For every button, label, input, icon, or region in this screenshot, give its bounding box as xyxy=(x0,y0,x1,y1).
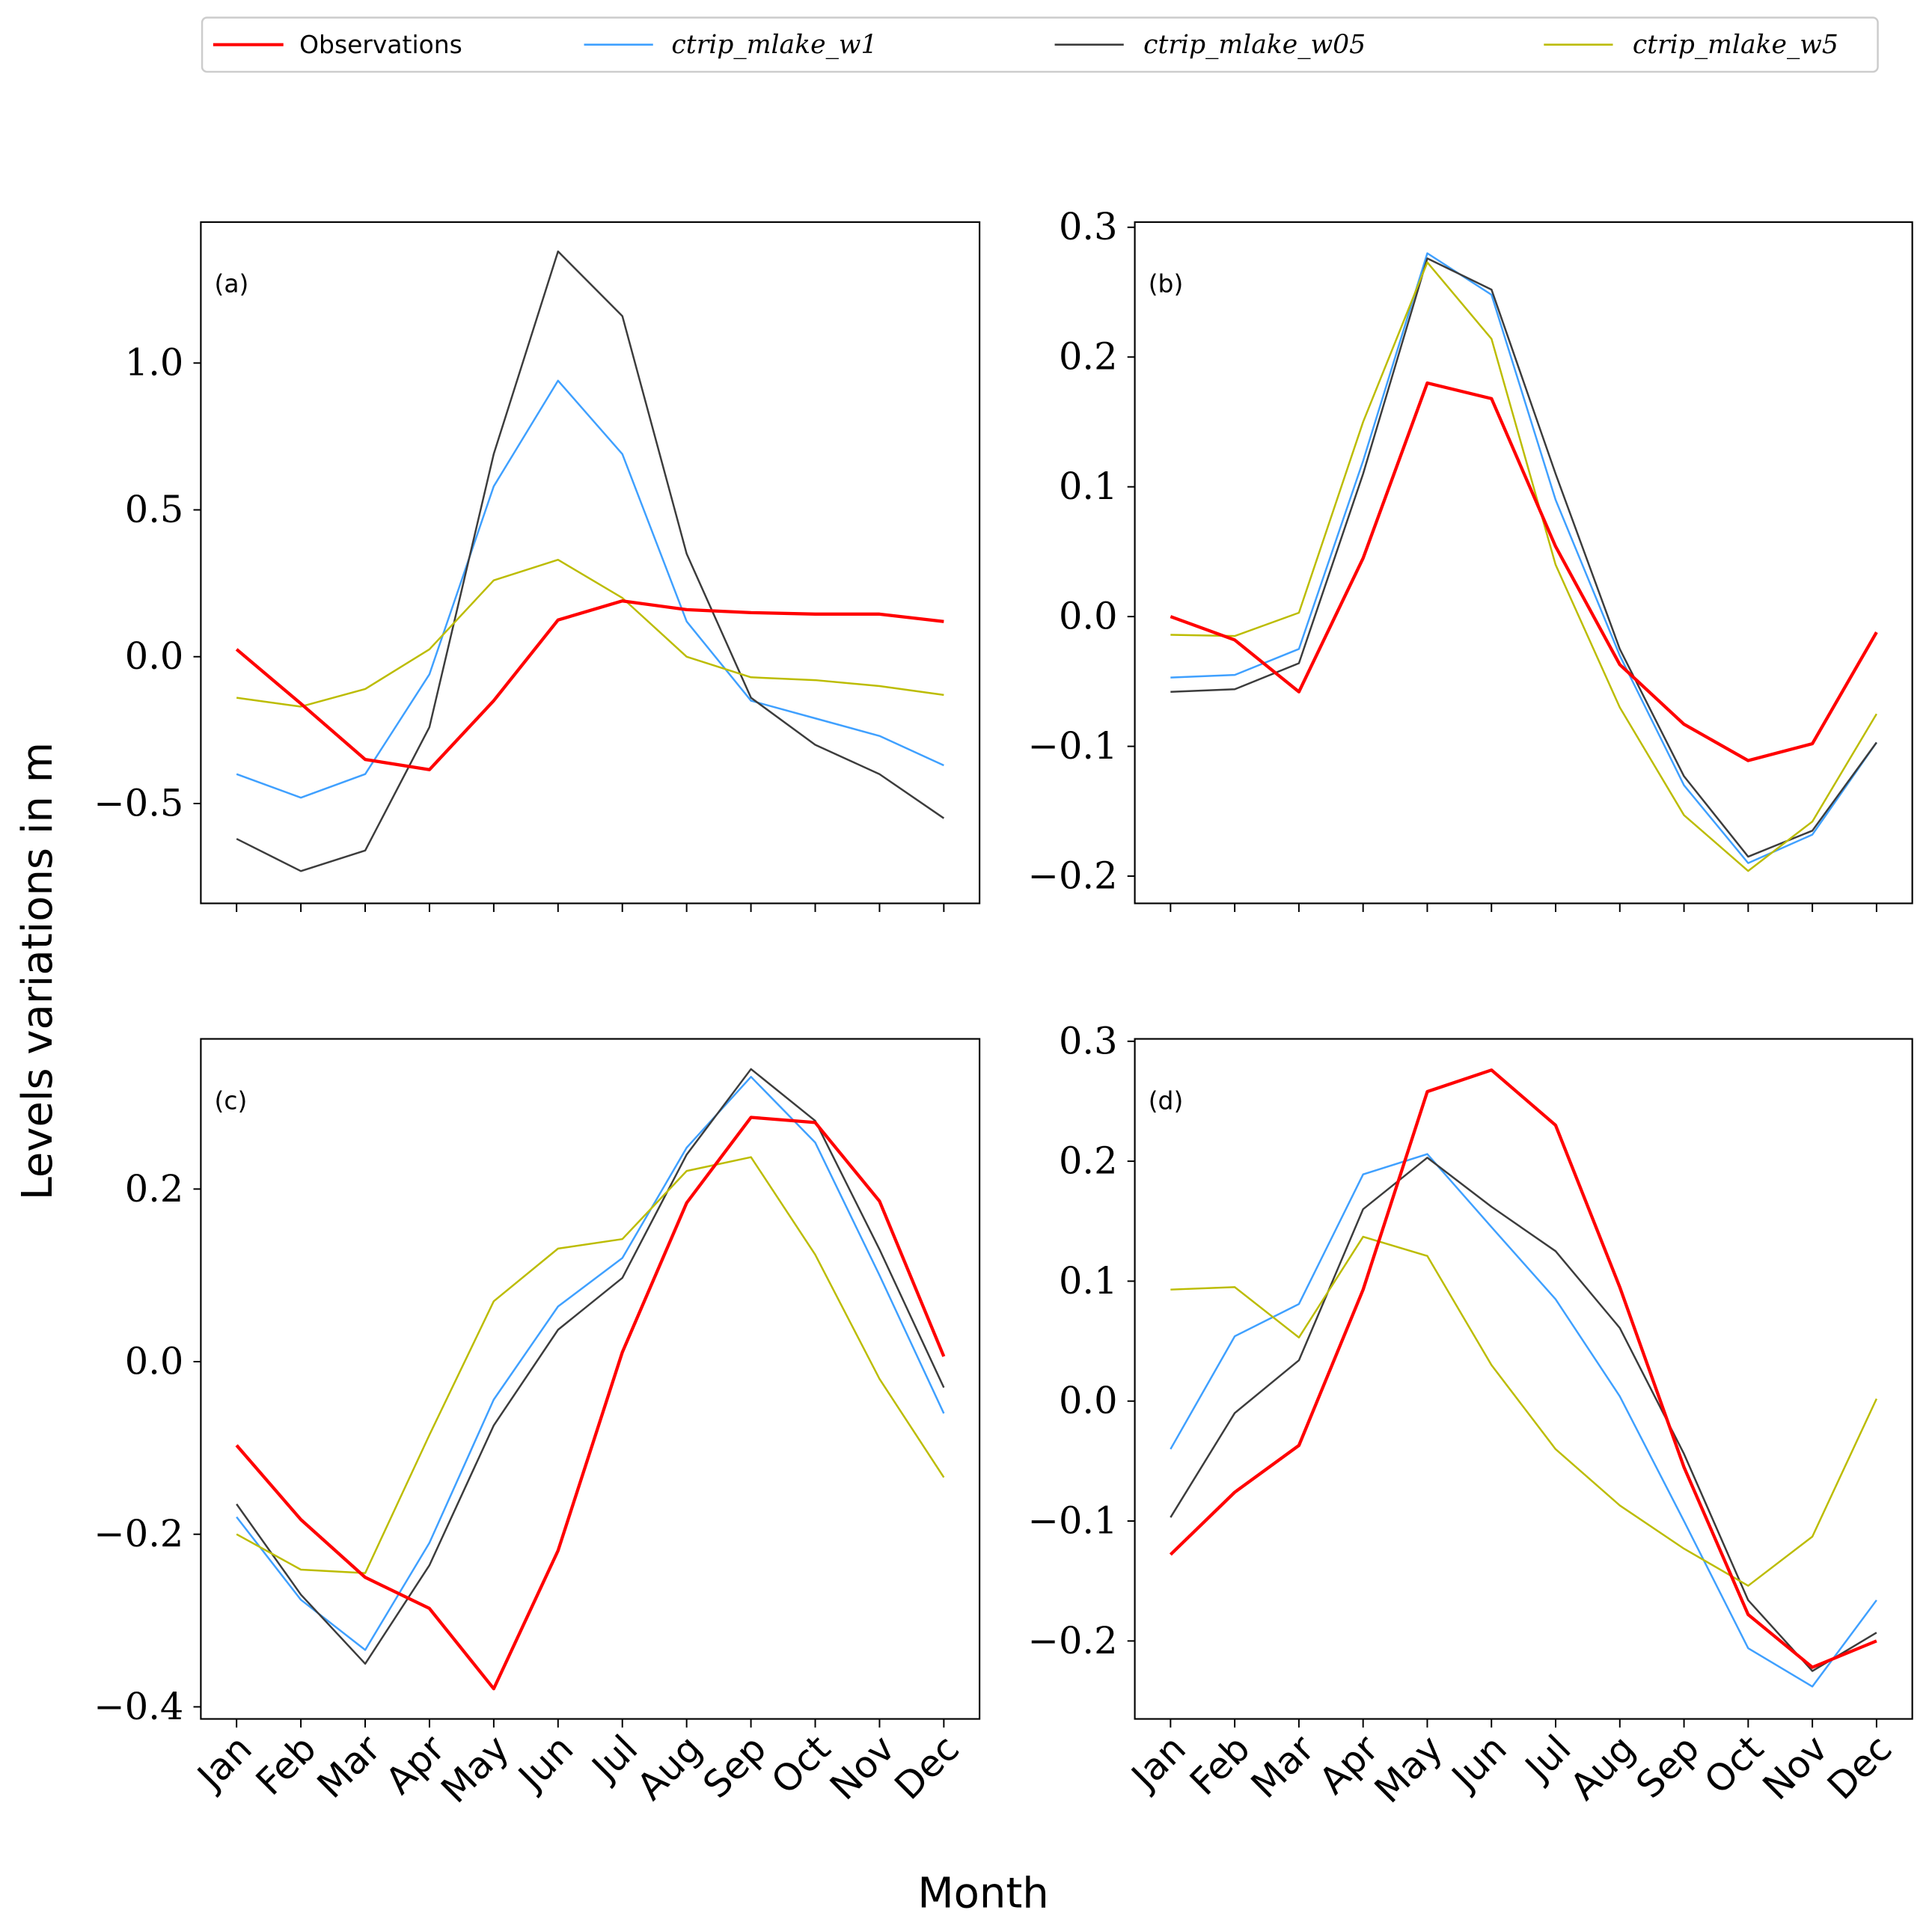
series-line-ctrip_mlake_w5 xyxy=(1170,1235,1878,1587)
x-tick-label: Sep xyxy=(1627,1727,1708,1807)
y-tick-label: 0.0 xyxy=(1059,595,1118,638)
panel-label: (a) xyxy=(215,269,249,299)
x-tick-label: Jan xyxy=(1122,1727,1194,1799)
legend-label-w5: ctrip_mlake_w5 xyxy=(1633,30,1838,60)
y-tick-label: 0.2 xyxy=(1059,335,1118,379)
legend-label-w05: ctrip_mlake_w05 xyxy=(1143,30,1366,60)
y-tick-label: 0.2 xyxy=(1059,1139,1118,1183)
x-tick-label: Feb xyxy=(1181,1727,1259,1804)
series-line-ctrip_mlake_w5 xyxy=(236,558,944,708)
series-line-observations xyxy=(1169,1068,1877,1669)
x-tick-label: Aug xyxy=(629,1727,710,1808)
x-tick-label: Mar xyxy=(309,1726,389,1806)
panel-b: −0.2 −0.1 0.0 0.1 0.2 0.3 (b) xyxy=(1028,205,1913,912)
series-line-ctrip_mlake_w5 xyxy=(236,1156,945,1574)
y-tick-label: −0.1 xyxy=(1028,1499,1118,1543)
series-line-ctrip_mlake_w5 xyxy=(1170,261,1877,872)
y-tick-label: 1.0 xyxy=(125,341,184,385)
y-tick-label: 0.0 xyxy=(125,634,184,678)
x-tick-label: Mar xyxy=(1243,1726,1323,1806)
x-tick-label: Feb xyxy=(248,1727,325,1804)
y-tick-label: 0.0 xyxy=(125,1339,184,1383)
axes-frame xyxy=(1134,221,1913,905)
y-tick-label: −0.1 xyxy=(1028,724,1118,768)
x-tick-label: Jun xyxy=(509,1727,582,1800)
y-axis-label: Levels variations in m xyxy=(13,742,62,1200)
axes-frame xyxy=(200,1038,981,1720)
x-tick-label: Oct xyxy=(1696,1727,1771,1802)
series-line-ctrip_mlake_w1 xyxy=(1170,1153,1877,1688)
y-tick-label: 0.5 xyxy=(125,488,184,531)
y-tick-label: 0.3 xyxy=(1059,205,1118,248)
y-tick-label: 0.1 xyxy=(1059,465,1118,508)
y-tick-label: 0.0 xyxy=(1059,1379,1118,1422)
series-line-ctrip_mlake_w1 xyxy=(236,1076,945,1651)
x-tick-label: Dec xyxy=(1819,1727,1901,1808)
y-tick-label: −0.2 xyxy=(1028,854,1118,898)
x-tick-label: Sep xyxy=(694,1727,774,1807)
y-tick-label: −0.2 xyxy=(94,1512,183,1555)
y-tick-label: 0.3 xyxy=(1059,1019,1118,1062)
y-tick-label: −0.5 xyxy=(94,781,183,824)
series-line-ctrip_mlake_w05 xyxy=(236,1068,945,1665)
x-tick-label: Dec xyxy=(886,1727,967,1808)
x-axis-label: Month xyxy=(917,1870,1048,1918)
series-line-observations xyxy=(1170,381,1878,762)
x-tick-label: May xyxy=(432,1727,517,1811)
y-tick-label: 0.2 xyxy=(125,1167,184,1211)
series-line-ctrip_mlake_w05 xyxy=(1170,1157,1877,1672)
series-line-observations xyxy=(235,1115,946,1691)
legend: Observations ctrip_mlake_w1 ctrip_mlake_… xyxy=(201,16,1879,73)
y-tick-label: −0.4 xyxy=(94,1685,183,1728)
x-tick-label: Nov xyxy=(1754,1727,1835,1808)
legend-label-observations: Observations xyxy=(299,30,462,59)
legend-label-w1: ctrip_mlake_w1 xyxy=(671,30,877,60)
axes-frame xyxy=(1134,1038,1913,1720)
y-tick-label: −0.2 xyxy=(1028,1619,1118,1662)
series-line-ctrip_mlake_w1 xyxy=(236,379,944,799)
panel-label: (b) xyxy=(1149,269,1184,299)
series-line-ctrip_mlake_w1 xyxy=(1170,252,1877,864)
x-tick-label: May xyxy=(1366,1727,1451,1811)
x-tick-label: Jan xyxy=(188,1727,260,1799)
x-tick-label: Aug xyxy=(1562,1727,1643,1808)
series-line-observations xyxy=(235,599,944,771)
y-tick-label: 0.1 xyxy=(1059,1259,1118,1303)
axes-frame xyxy=(200,221,981,905)
x-tick-label: Apr xyxy=(377,1726,453,1802)
panel-a: −0.5 0.0 0.5 1.0 (a) xyxy=(94,221,981,912)
panel-label: (c) xyxy=(215,1086,248,1115)
x-tick-label: Jun xyxy=(1442,1727,1515,1800)
panel-label: (d) xyxy=(1149,1086,1184,1115)
x-tick-label: Apr xyxy=(1311,1726,1387,1802)
series-line-ctrip_mlake_w05 xyxy=(1170,257,1877,858)
series-line-ctrip_mlake_w05 xyxy=(236,250,945,872)
x-tick-label: Oct xyxy=(763,1727,839,1802)
x-tick-label: Nov xyxy=(822,1727,903,1808)
